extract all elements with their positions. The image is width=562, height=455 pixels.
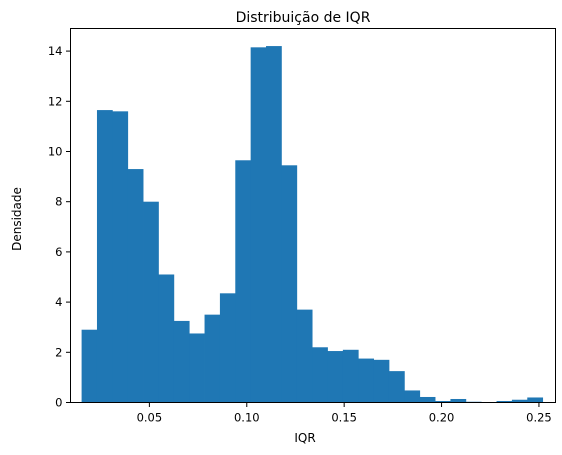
histogram-bar <box>81 329 98 403</box>
histogram-bar <box>358 358 374 403</box>
histogram-bar <box>527 397 544 403</box>
histogram-bar <box>112 111 129 403</box>
plot-frame <box>70 28 556 403</box>
histogram-bar <box>404 390 421 403</box>
histogram-bar <box>250 47 267 403</box>
x-tick-label: 0.20 <box>429 411 455 425</box>
histogram-bar <box>511 399 528 403</box>
y-tick-label: 0 <box>55 396 62 410</box>
histogram-bar <box>342 349 359 403</box>
y-tick-label: 4 <box>55 295 62 309</box>
y-tick-label: 10 <box>48 144 63 158</box>
x-axis-ticks: 0.05 0.10 0.15 0.20 0.25 <box>137 402 552 425</box>
histogram-bar <box>435 400 451 403</box>
x-tick-label: 0.05 <box>137 411 163 425</box>
x-axis-label: IQR <box>294 431 315 445</box>
histogram-bar <box>281 165 298 403</box>
chart-title: Distribuição de IQR <box>236 10 371 26</box>
histogram-bar <box>419 396 436 403</box>
y-tick-label: 6 <box>55 245 62 259</box>
y-tick-label: 14 <box>48 44 63 58</box>
y-tick-label: 12 <box>48 94 63 108</box>
histogram-bar <box>158 274 175 403</box>
histogram-bar <box>450 398 467 403</box>
histogram-bar <box>96 110 113 403</box>
histogram-bar <box>373 359 390 403</box>
histogram-bar <box>143 201 159 403</box>
y-axis-label: Densidade <box>10 187 24 251</box>
x-tick-label: 0.10 <box>234 411 260 425</box>
bars-group <box>81 46 544 403</box>
y-tick-label: 8 <box>55 195 62 209</box>
histogram-bar <box>296 309 313 403</box>
histogram-bar <box>127 169 144 403</box>
y-axis-ticks: 0 2 4 6 8 10 12 14 <box>48 44 71 410</box>
histogram-bar <box>204 314 221 403</box>
x-tick-label: 0.25 <box>526 411 552 425</box>
histogram-bar <box>496 400 513 403</box>
histogram-bar <box>388 371 405 403</box>
histogram-bar <box>312 347 328 403</box>
x-tick-label: 0.15 <box>331 411 357 425</box>
histogram-bar <box>235 160 252 403</box>
histogram-bar <box>173 320 190 403</box>
histogram-bar <box>266 46 282 403</box>
y-tick-label: 2 <box>55 345 62 359</box>
histogram-bar <box>327 351 344 403</box>
histogram-bar <box>219 293 236 403</box>
histogram-bar <box>189 333 205 403</box>
